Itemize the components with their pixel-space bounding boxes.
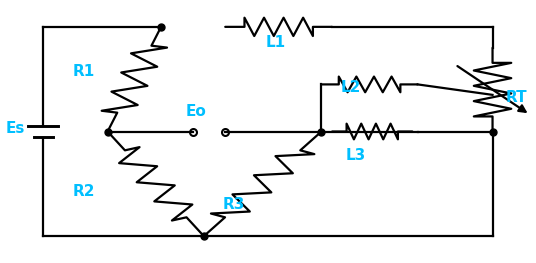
Text: L2: L2 xyxy=(340,79,361,94)
Text: L3: L3 xyxy=(346,148,366,163)
Text: Es: Es xyxy=(6,122,25,136)
Text: RT: RT xyxy=(506,90,527,105)
Text: R1: R1 xyxy=(73,64,95,79)
Text: L1: L1 xyxy=(265,35,286,50)
Text: R3: R3 xyxy=(222,197,245,212)
Text: Eo: Eo xyxy=(185,104,206,119)
Text: R2: R2 xyxy=(73,184,95,199)
